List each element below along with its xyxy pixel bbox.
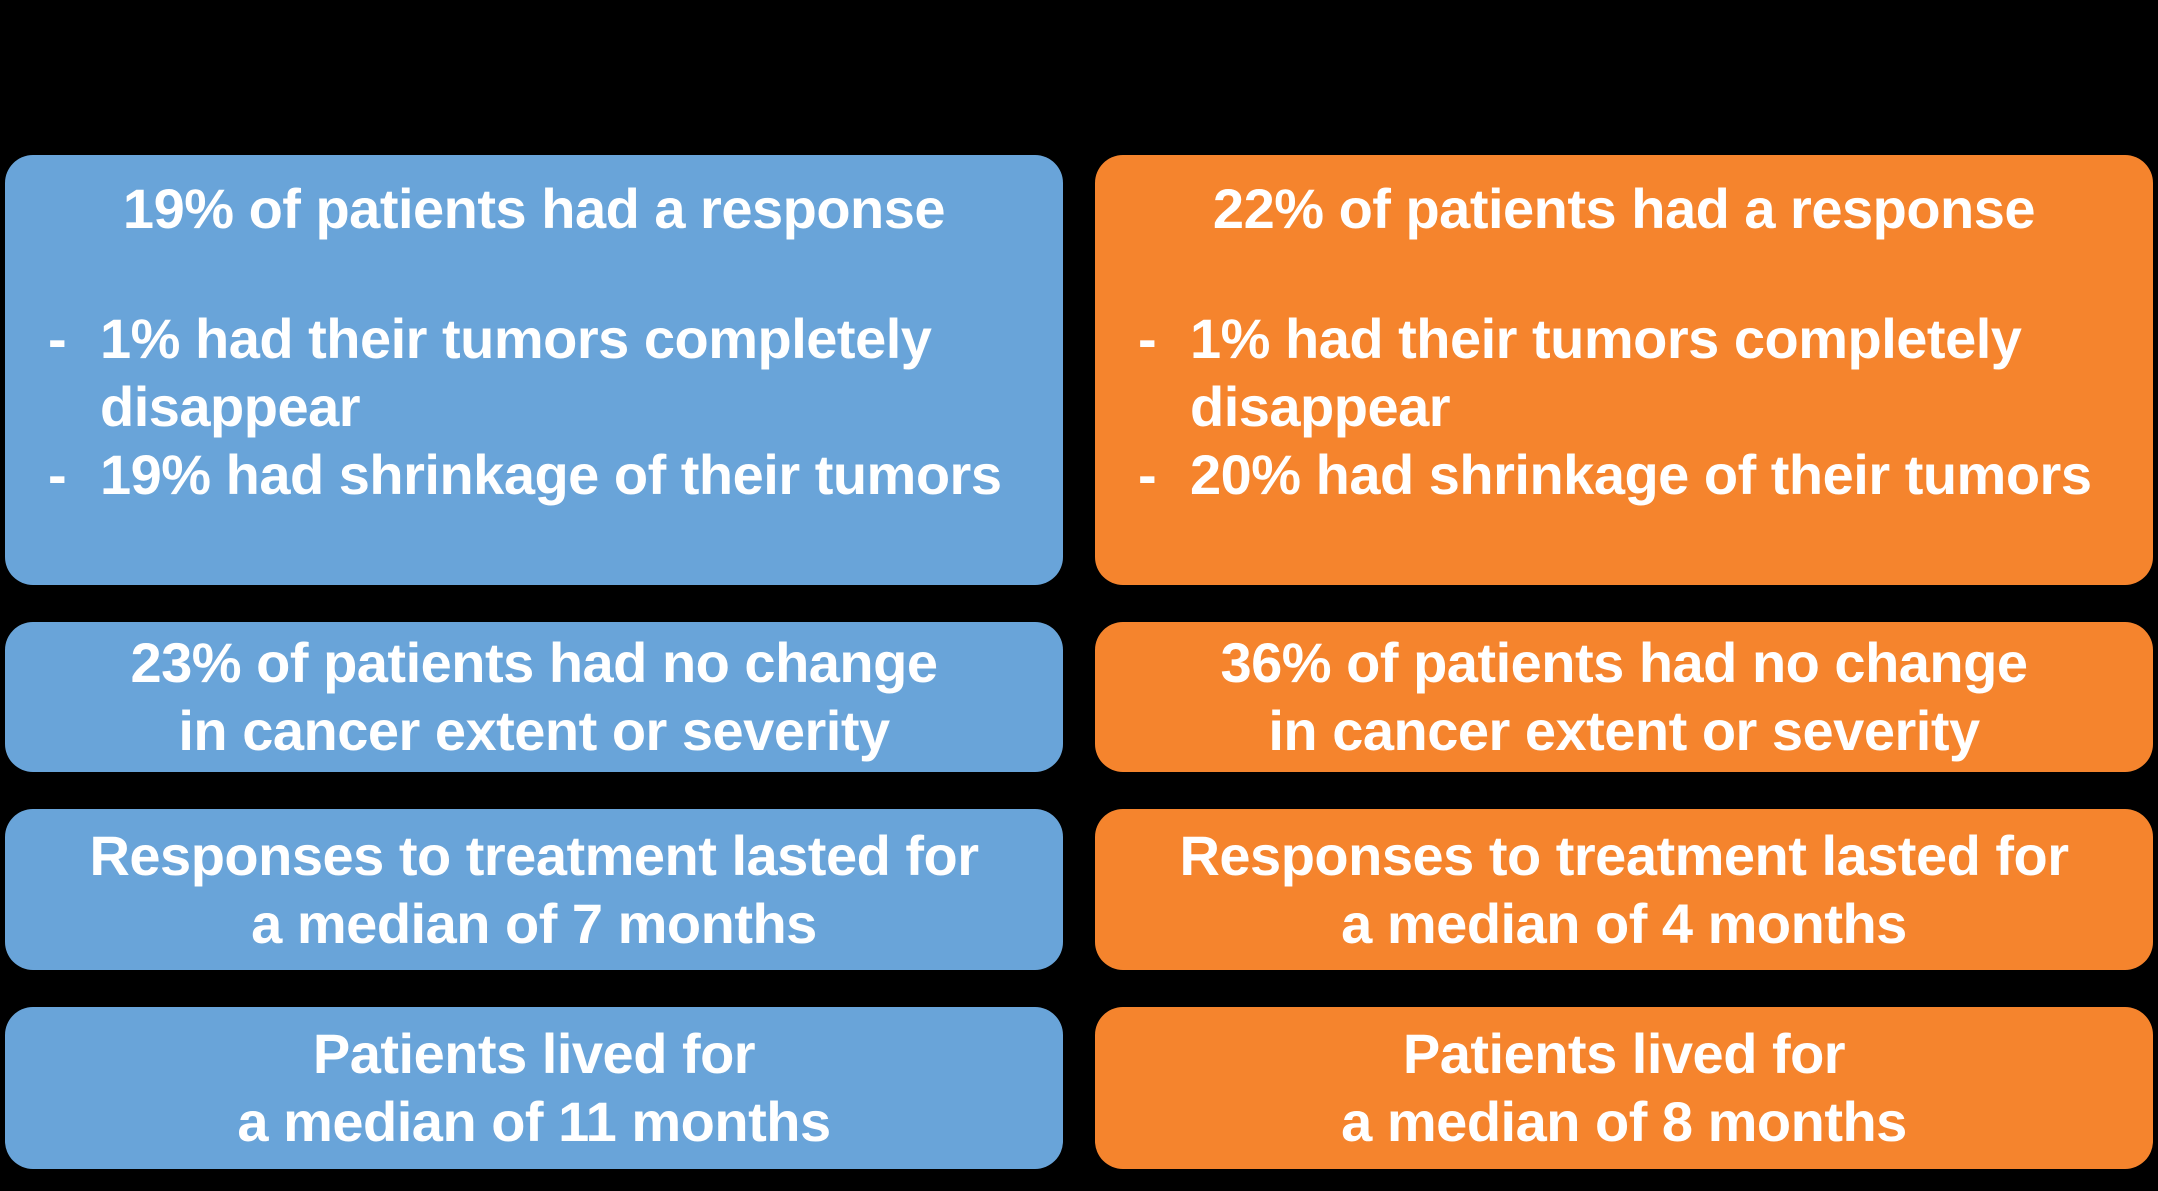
header-space [0,0,2158,155]
bullet-dash: - [48,307,67,370]
bullet-text: 1% had their tumors completely disappear [1190,307,2022,438]
response-duration-text-left: Responses to treatment lasted for a medi… [89,823,979,955]
card-response-duration-right: Responses to treatment lasted for a medi… [1095,809,2153,970]
card-grid: 19% of patients had a response -1% had t… [5,155,2153,1169]
bullet-dash: - [1138,307,1157,370]
response-heading-right: 22% of patients had a response [1212,177,2036,240]
bullet-item: -1% had their tumors completely disappea… [48,305,1023,441]
card-no-change-right: 36% of patients had no change in cancer … [1095,622,2153,772]
survival-text-right: Patients lived for a median of 8 months [1341,1022,1907,1153]
card-no-change-left: 23% of patients had no change in cancer … [5,622,1063,772]
no-change-text-left: 23% of patients had no change in cancer … [130,631,938,762]
response-heading-left: 19% of patients had a response [122,177,946,240]
card-survival-right: Patients lived for a median of 8 months [1095,1007,2153,1169]
card-response-left: 19% of patients had a response -1% had t… [5,155,1063,585]
response-bullets-left: -1% had their tumors completely disappea… [48,305,1023,509]
card-survival-left: Patients lived for a median of 11 months [5,1007,1063,1169]
bullet-text: 19% had shrinkage of their tumors [100,443,1002,506]
response-duration-text-right: Responses to treatment lasted for a medi… [1179,823,2069,955]
bullet-dash: - [1138,443,1157,506]
response-bullets-right: -1% had their tumors completely disappea… [1138,305,2113,509]
bullet-dash: - [48,443,67,506]
card-response-duration-left: Responses to treatment lasted for a medi… [5,809,1063,970]
bullet-item: -20% had shrinkage of their tumors [1138,441,2113,509]
no-change-text-right: 36% of patients had no change in cancer … [1220,631,2028,762]
card-response-right: 22% of patients had a response -1% had t… [1095,155,2153,585]
survival-text-left: Patients lived for a median of 11 months [237,1022,831,1153]
bullet-item: -1% had their tumors completely disappea… [1138,305,2113,441]
bullet-item: -19% had shrinkage of their tumors [48,441,1023,509]
bullet-text: 1% had their tumors completely disappear [100,307,932,438]
bullet-text: 20% had shrinkage of their tumors [1190,443,2092,506]
